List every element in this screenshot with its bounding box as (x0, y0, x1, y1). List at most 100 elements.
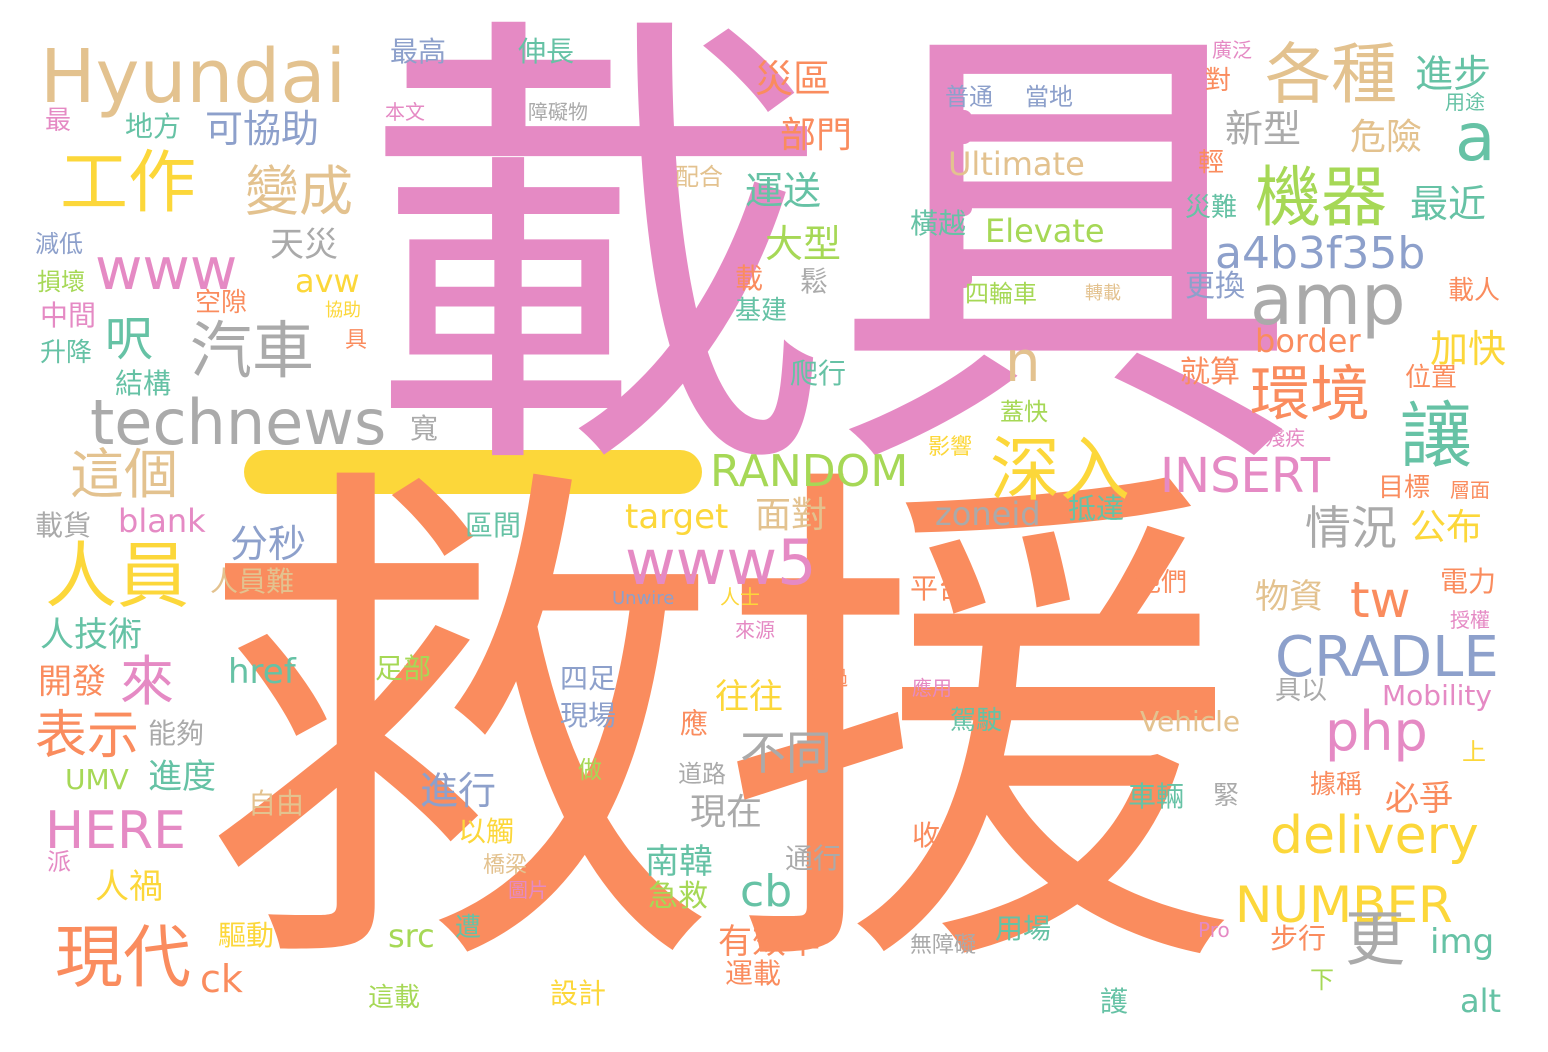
word-cloud-word: 有效率 (718, 922, 820, 962)
word-cloud-word: 載 (735, 262, 764, 295)
word-cloud-word: 急救 (648, 879, 708, 914)
word-cloud-word: 無障礙 (910, 933, 977, 958)
word-cloud-word: 可協助 (205, 107, 320, 151)
word-cloud-word: 他們 (1135, 568, 1188, 598)
word-cloud-word: 運送 (745, 169, 822, 213)
word-cloud-word: 進步 (1415, 52, 1492, 96)
word-cloud-word: 升降 (40, 338, 93, 368)
word-cloud-word: 轉載 (1085, 283, 1121, 304)
word-cloud-word: 各種 (1265, 36, 1397, 113)
word-cloud-word: 人技術 (40, 615, 142, 655)
word-cloud-word: 殘疾 (1265, 426, 1305, 450)
word-cloud-word: 通行 (785, 842, 842, 875)
word-cloud-word: 危險 (1350, 117, 1423, 158)
word-cloud-word: 加快 (1430, 327, 1507, 371)
word-cloud-word: 橋梁 (483, 853, 528, 878)
word-cloud-word: HERE (45, 801, 186, 861)
word-cloud-word: 損壞 (37, 268, 85, 296)
word-cloud-word: 自由 (248, 787, 305, 820)
word-cloud-word: 進行 (420, 769, 497, 813)
word-cloud-word: 車輛 (1128, 780, 1185, 813)
word-cloud-word: 天災 (270, 225, 338, 265)
word-cloud-word: 四輪車 (965, 280, 1037, 308)
word-cloud-word: delivery (1270, 806, 1479, 866)
word-cloud-word: 設計 (550, 977, 607, 1010)
word-cloud-word: 情況 (1305, 501, 1397, 555)
word-cloud-word: 空隙 (195, 288, 248, 318)
word-cloud-word: 更 (1345, 905, 1405, 975)
decorative-bar (938, 182, 972, 216)
word-cloud-word: 開發 (38, 662, 106, 702)
word-cloud-word: CRADLE (1275, 625, 1499, 690)
word-cloud-word: a (1455, 99, 1496, 176)
word-cloud-word: 影響 (928, 435, 973, 460)
word-cloud-word: 能夠 (148, 717, 205, 750)
word-cloud-word: 收起 (912, 819, 969, 852)
word-cloud-word: 載貨 (35, 509, 92, 542)
word-cloud-word: 面對 (755, 495, 828, 536)
word-cloud-word: avw (295, 262, 360, 300)
word-cloud-word: 必爭 (1385, 779, 1453, 819)
word-cloud-word: img (1430, 922, 1495, 962)
word-cloud-word: 環境 (1250, 360, 1370, 430)
word-cloud-word: 橫越 (910, 207, 967, 240)
word-cloud-word: 現在 (690, 792, 763, 833)
word-cloud-word: 道路 (678, 760, 726, 788)
word-cloud-word: 派 (47, 848, 71, 876)
word-cloud-word: 人員難 (210, 565, 295, 598)
word-cloud-word: 汽車 (190, 314, 315, 387)
word-cloud-word: 救援 (200, 427, 1240, 1033)
word-cloud-word: 上 (1462, 738, 1486, 766)
word-cloud-word: blank (118, 502, 206, 540)
word-cloud-word: 爬行 (790, 357, 847, 390)
word-cloud-word: 位置 (1405, 363, 1458, 393)
word-cloud-word: 四足 (560, 662, 617, 695)
word-cloud-word: Mobility (1382, 679, 1492, 712)
word-cloud-word: 目標 (1378, 473, 1431, 503)
word-cloud-word: 下 (1310, 966, 1334, 994)
word-cloud-word: 電力 (1440, 565, 1497, 598)
word-cloud-word: 具以 (1275, 676, 1328, 706)
word-cloud-word: 結構 (115, 367, 172, 400)
word-cloud-word: border (1255, 322, 1361, 360)
word-cloud-word: 障礙物 (528, 100, 588, 124)
word-cloud-word: 呎 (105, 311, 154, 367)
word-cloud-word: 據稱 (1310, 770, 1363, 800)
word-cloud-word: 大型 (765, 222, 842, 266)
decorative-bar (938, 110, 972, 144)
word-cloud-word: 地方 (125, 110, 182, 143)
word-cloud-word: 新型 (1225, 107, 1302, 151)
word-cloud-word: 更換 (1185, 269, 1245, 304)
word-cloud-word: 本文 (385, 100, 425, 124)
word-cloud-word: 部門 (780, 115, 853, 156)
word-cloud-word: Elevate (985, 212, 1105, 250)
word-cloud-word: zoneid (935, 495, 1041, 533)
word-cloud-word: 這載 (368, 983, 421, 1013)
word-cloud-word: 中間 (40, 299, 97, 332)
word-cloud-word: 用途 (1445, 90, 1485, 114)
word-cloud-word: 載具 (360, 0, 1300, 528)
word-cloud-word: 做 (578, 756, 602, 784)
word-cloud-word: 公布 (1410, 507, 1483, 548)
word-cloud-word: 現場 (560, 699, 617, 732)
word-cloud-word: Vehicle (1140, 705, 1241, 738)
word-cloud-word: Hyundai (40, 34, 347, 120)
word-cloud-word: INSERT (1160, 448, 1331, 504)
word-cloud-word: 這個 (70, 443, 178, 506)
word-cloud-word: 最 (45, 106, 72, 136)
word-cloud-word: 駕駛 (950, 706, 1003, 736)
word-cloud-word: 讓 (1400, 394, 1473, 478)
word-cloud-word: 進度 (148, 757, 216, 797)
word-cloud-word: href (228, 652, 296, 692)
word-cloud-word: 授權 (1450, 608, 1490, 632)
word-cloud-word: 變成 (245, 160, 353, 223)
word-cloud-word: 減低 (35, 230, 83, 258)
word-cloud-word: 輕 (1198, 148, 1225, 178)
word-cloud-word: 對 (1205, 66, 1232, 96)
word-cloud-word: 災區 (755, 57, 832, 101)
word-cloud-word: 就算 (1180, 355, 1240, 390)
word-cloud-word: 具 (345, 328, 368, 353)
word-cloud-word: a4b3f35b (1215, 228, 1426, 279)
word-cloud-word: cb (740, 866, 793, 917)
